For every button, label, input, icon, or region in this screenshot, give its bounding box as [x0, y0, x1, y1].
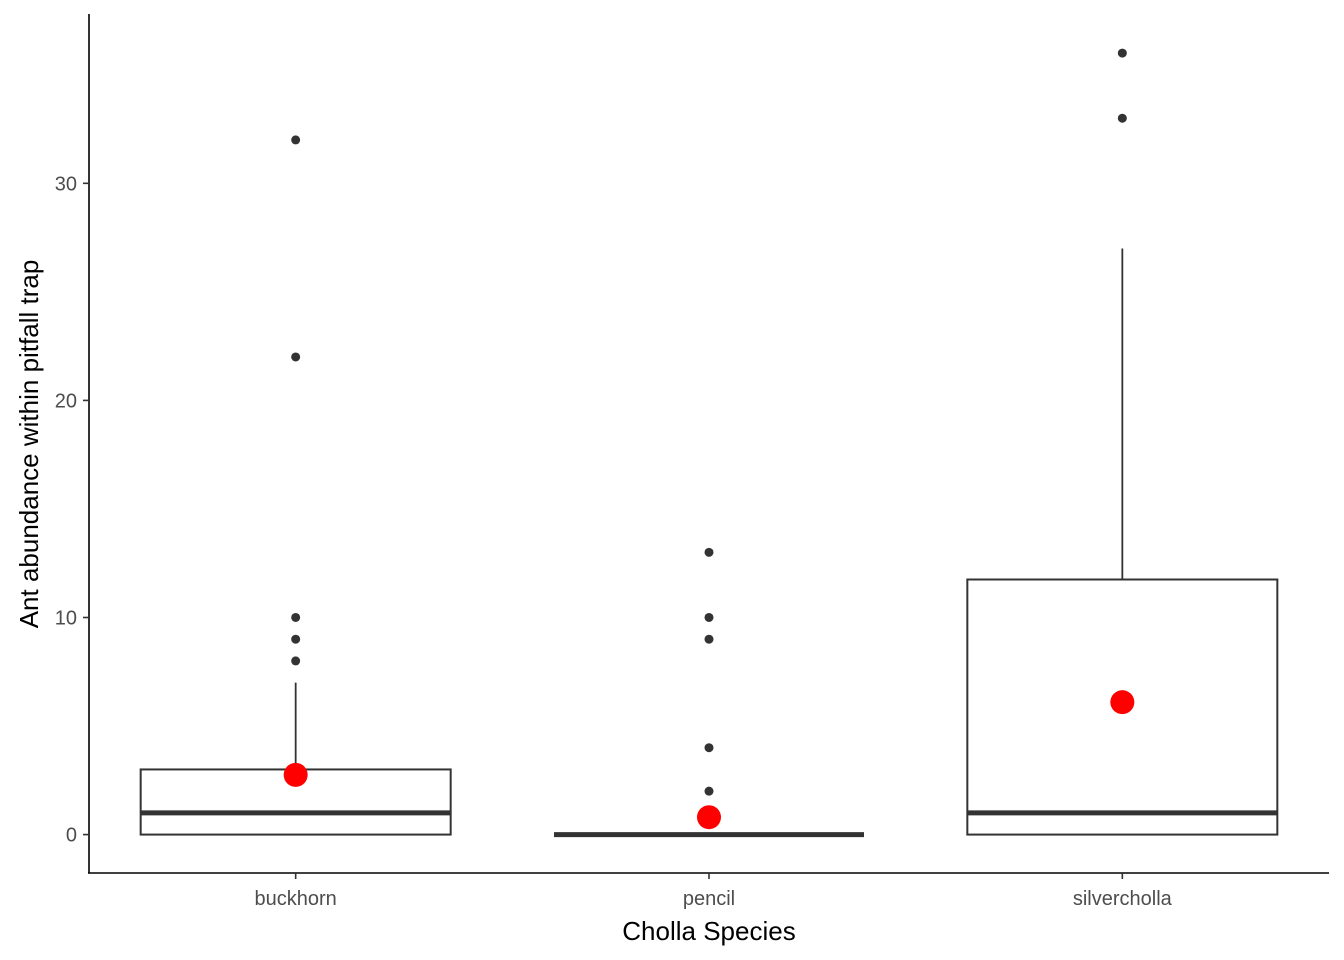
x-tick-label-silvercholla: silvercholla	[1073, 888, 1173, 910]
plot-area	[139, 48, 1279, 838]
outlier-point	[291, 634, 301, 644]
outlier-point	[704, 634, 714, 644]
box-pencil	[554, 547, 864, 838]
y-tick-label: 10	[55, 607, 77, 629]
y-tick-label: 20	[55, 390, 77, 412]
x-tick-label-buckhorn: buckhorn	[255, 888, 337, 910]
mean-point	[697, 805, 721, 830]
x-tick-label-pencil: pencil	[683, 888, 735, 910]
box-buckhorn	[139, 135, 452, 836]
outlier-point	[291, 612, 301, 622]
outlier-point	[704, 612, 714, 622]
outlier-point	[1117, 48, 1127, 58]
x-axis-title: Cholla Species	[622, 916, 795, 946]
y-tick-label: 30	[55, 173, 77, 195]
outlier-point	[291, 352, 301, 362]
outlier-point	[291, 656, 301, 666]
y-axis-title: Ant abundance within pitfall trap	[14, 260, 44, 629]
axes	[83, 14, 1329, 879]
outlier-point	[704, 743, 714, 753]
tick-labels: 0 10 20 30 buckhorn pencil silvercholla	[55, 173, 1173, 910]
outlier-point	[704, 786, 714, 796]
mean-point	[1110, 690, 1135, 715]
y-tick-label: 0	[66, 825, 77, 847]
outlier-point	[704, 547, 714, 557]
outlier-point	[1117, 113, 1127, 123]
box-silvercholla	[966, 48, 1279, 836]
outlier-point	[291, 135, 301, 145]
mean-point	[283, 762, 308, 787]
